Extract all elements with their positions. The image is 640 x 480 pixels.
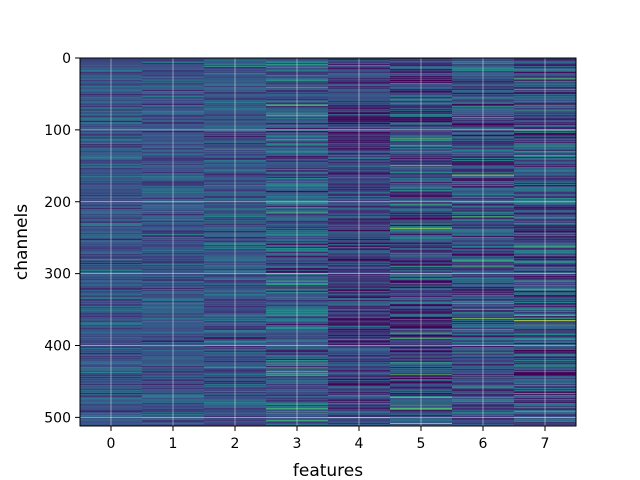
y-tick-label: 400 [44,339,71,355]
grid-lines [80,57,576,426]
plot-area [79,57,577,427]
x-axis: 0 1 2 3 4 5 6 7 [107,426,550,452]
y-tick-label: 300 [44,267,71,283]
y-axis: 0 100 200 300 400 500 [44,51,80,426]
y-tick-label: 200 [44,195,71,211]
x-tick-label: 3 [293,436,302,452]
heatmap-cells [80,58,577,427]
x-tick-label: 2 [231,436,240,452]
x-axis-label: features [293,461,363,480]
x-tick-label: 7 [541,436,550,452]
y-tick-label: 500 [44,410,71,426]
x-tick-label: 6 [479,436,488,452]
y-tick-label: 0 [62,51,71,67]
x-tick-label: 1 [169,436,178,452]
plot-frame [79,57,577,427]
y-axis-label: channels [12,204,32,280]
x-tick-label: 0 [107,436,116,452]
x-tick-label: 4 [355,436,364,452]
x-tick-label: 5 [417,436,426,452]
y-tick-label: 100 [44,123,71,139]
